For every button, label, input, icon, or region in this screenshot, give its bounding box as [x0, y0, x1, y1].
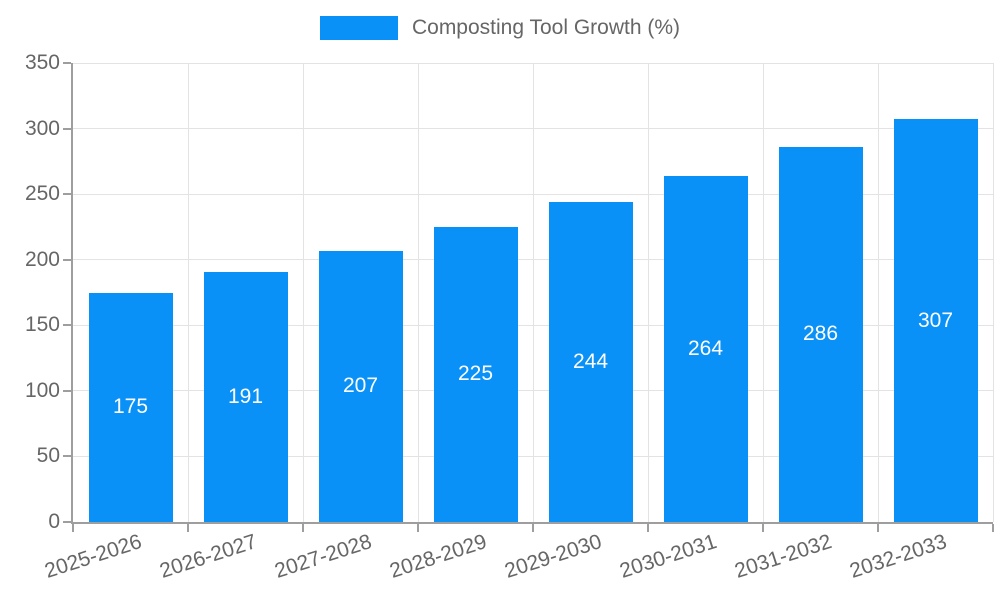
bar: [88, 292, 173, 522]
x-axis-label: 2031-2032: [731, 530, 835, 583]
x-axis-tick: [877, 524, 879, 532]
y-axis-label: 100: [24, 378, 60, 402]
legend-swatch: [319, 16, 398, 40]
bar-value-label: 175: [112, 395, 149, 419]
bar: [778, 146, 863, 522]
gridline-x: [647, 63, 649, 522]
plot-area: 175 191 207 225 244 264 286 307: [63, 62, 994, 532]
bar: [203, 271, 288, 522]
x-axis-tick: [417, 524, 419, 532]
x-axis-tick: [762, 524, 764, 532]
y-axis-tick: [63, 455, 71, 458]
x-axis-label: 2030-2031: [616, 530, 720, 583]
bar-value-label: 191: [227, 384, 264, 408]
x-axis-line: [71, 522, 993, 524]
x-axis-label: 2026-2027: [156, 530, 260, 583]
bar: [893, 119, 978, 522]
gridline-x: [992, 63, 994, 522]
bar: [318, 250, 403, 522]
bar: [548, 202, 633, 522]
bar-value-label: 244: [572, 350, 609, 373]
y-axis-tick: [63, 324, 71, 327]
bar: [433, 226, 518, 522]
x-axis-tick: [187, 524, 189, 532]
y-axis-label: 250: [24, 182, 60, 206]
gridline-x: [302, 63, 304, 522]
bar-value-label: 286: [802, 322, 839, 346]
y-axis-tick: [63, 521, 71, 523]
bar-value-label: 207: [342, 374, 379, 398]
x-axis-label: 2032-2033: [846, 530, 950, 583]
y-axis-tick: [63, 62, 71, 64]
gridline-x: [532, 63, 534, 522]
y-axis-tick: [63, 193, 71, 196]
y-axis-label: 150: [24, 313, 60, 337]
y-axis-label: 0: [48, 510, 60, 533]
x-axis-label: 2028-2029: [386, 530, 490, 583]
x-axis-tick: [72, 524, 74, 532]
x-axis-label: 2025-2026: [41, 530, 145, 583]
x-axis-tick: [532, 524, 534, 532]
gridline-x: [877, 63, 879, 522]
gridline-x: [762, 63, 764, 522]
y-axis-tick: [63, 389, 71, 392]
y-axis-label: 50: [36, 444, 60, 468]
y-axis-label: 350: [24, 51, 60, 74]
y-axis-label: 300: [24, 116, 60, 140]
bar: [663, 175, 748, 522]
y-axis-tick: [63, 127, 71, 130]
legend-label: Composting Tool Growth (%): [411, 16, 681, 39]
y-axis-label: 200: [24, 247, 60, 271]
x-axis-label: 2027-2028: [271, 530, 375, 583]
y-axis-tick: [63, 258, 71, 261]
bar-value-label: 264: [687, 336, 724, 360]
gridline-x: [187, 63, 189, 522]
x-axis-tick: [992, 524, 994, 532]
chart-legend-item[interactable]: Composting Tool Growth (%): [0, 16, 1000, 40]
bar-value-label: 307: [917, 308, 954, 332]
x-axis-tick: [647, 524, 649, 532]
gridline-x: [417, 63, 419, 522]
y-axis-line: [71, 63, 73, 524]
bar-value-label: 225: [457, 362, 494, 386]
x-axis-label: 2029-2030: [501, 530, 605, 583]
x-axis-tick: [302, 524, 304, 532]
